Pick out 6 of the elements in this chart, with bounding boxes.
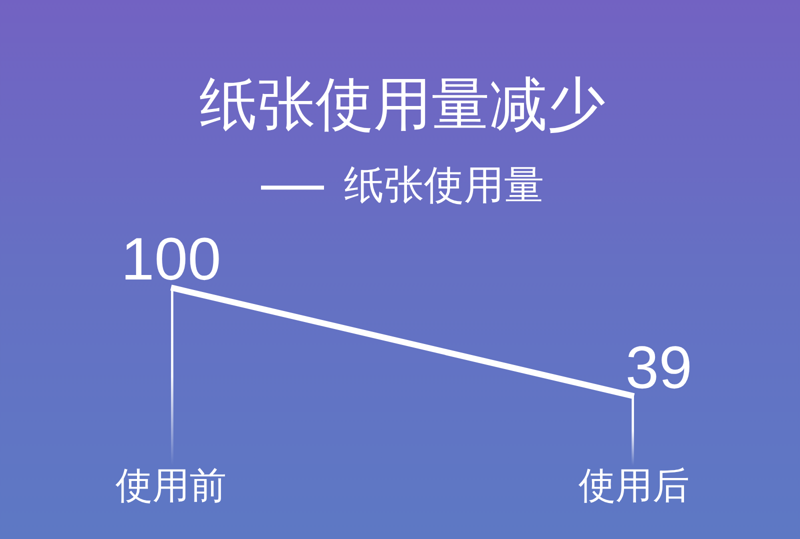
x-tick-label: 使用前	[116, 465, 226, 506]
legend-label: 纸张使用量	[344, 164, 544, 208]
chart-title: 纸张使用量减少	[200, 72, 606, 137]
x-tick-label: 使用后	[578, 465, 690, 506]
data-label: 39	[625, 334, 692, 402]
data-label: 100	[120, 226, 222, 293]
